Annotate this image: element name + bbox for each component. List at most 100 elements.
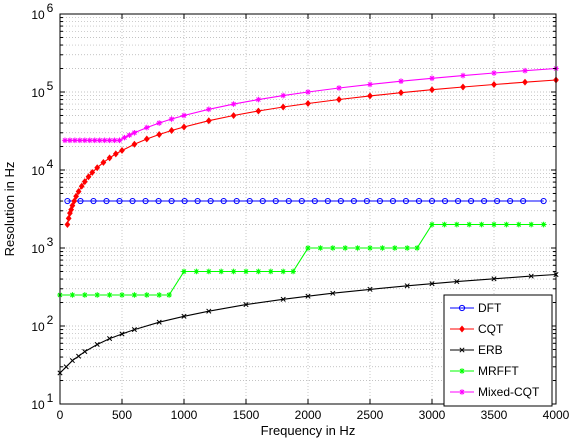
data-point [491, 221, 497, 228]
data-point [119, 331, 125, 337]
data-point [76, 353, 82, 359]
y-tick-label: 10 [31, 164, 45, 178]
data-point [429, 75, 435, 82]
legend-marker [459, 389, 465, 395]
data-point [218, 268, 224, 275]
legend-marker [459, 325, 465, 333]
data-point [392, 245, 398, 251]
data-point [460, 72, 466, 79]
data-point [64, 197, 71, 205]
data-point [330, 290, 336, 296]
data-point [89, 168, 96, 176]
legend-item-mrfft: MRFFT [450, 364, 519, 378]
data-point [243, 302, 249, 308]
data-point [168, 197, 175, 205]
y-tick-label: 10 [31, 8, 45, 22]
data-point [429, 86, 435, 94]
data-point [230, 112, 237, 120]
data-point [106, 292, 113, 298]
data-point [311, 197, 318, 205]
data-point [82, 292, 88, 298]
data-point [280, 92, 286, 99]
data-point [280, 296, 286, 302]
data-point [305, 89, 311, 95]
data-point [305, 293, 311, 299]
data-point [181, 268, 187, 275]
data-point [69, 202, 76, 210]
data-point [144, 124, 150, 131]
data-point [298, 197, 305, 205]
series-dft [64, 197, 547, 205]
data-point [233, 197, 240, 205]
data-point [156, 292, 162, 298]
data-point [466, 221, 472, 228]
data-point [336, 96, 342, 103]
data-point [367, 286, 373, 292]
data-point [106, 137, 113, 144]
data-point [77, 137, 83, 144]
data-point [454, 197, 462, 205]
legend-marker [458, 304, 466, 312]
data-point [77, 197, 84, 205]
data-point [259, 197, 266, 205]
legend-item-erb: ERB [450, 343, 503, 357]
data-point [522, 67, 528, 74]
data-point [94, 292, 100, 298]
data-point [285, 197, 292, 205]
data-point [69, 358, 75, 364]
data-point [81, 178, 88, 186]
y-tick-exponent: 1 [47, 391, 54, 405]
data-point [467, 197, 475, 205]
x-tick-label: 0 [57, 408, 64, 422]
data-point [193, 268, 200, 275]
legend-marker [459, 347, 465, 353]
data-point [121, 134, 128, 141]
data-point [528, 221, 534, 228]
legend-label: ERB [478, 343, 503, 357]
data-point [398, 89, 404, 97]
data-point [205, 117, 212, 125]
y-tick-exponent: 4 [47, 157, 54, 171]
data-point [65, 214, 72, 222]
data-point [156, 120, 162, 126]
data-point [243, 268, 249, 275]
data-point [324, 197, 331, 205]
data-point [166, 292, 172, 298]
data-point [367, 81, 373, 88]
legend-label: Mixed-CQT [478, 385, 540, 399]
data-point [103, 197, 110, 205]
data-point [91, 137, 98, 144]
legend-label: DFT [478, 301, 502, 315]
data-point [305, 99, 311, 107]
data-point [268, 268, 274, 275]
y-tick-label: 10 [31, 86, 45, 100]
data-point [85, 173, 92, 181]
data-point [230, 101, 237, 107]
data-point [354, 245, 361, 251]
x-tick-label: 3000 [419, 408, 446, 422]
data-point [494, 197, 501, 205]
data-point [280, 103, 287, 111]
data-point [107, 336, 113, 342]
data-point [106, 154, 113, 162]
data-point [96, 137, 103, 144]
data-point [367, 92, 373, 100]
data-point [337, 197, 344, 205]
data-point [181, 112, 187, 119]
data-point [404, 283, 410, 289]
data-point [540, 221, 547, 228]
data-point [168, 127, 175, 134]
data-point [116, 197, 123, 205]
data-point [367, 245, 373, 251]
data-point [520, 197, 527, 205]
data-point [75, 188, 82, 195]
data-point [156, 131, 163, 138]
data-point [230, 268, 237, 275]
data-point [143, 135, 150, 143]
x-tick-label: 1500 [233, 408, 260, 422]
data-point [64, 221, 71, 228]
data-point [63, 364, 69, 370]
data-point [131, 327, 137, 333]
data-point [255, 268, 262, 275]
data-point [246, 197, 253, 205]
